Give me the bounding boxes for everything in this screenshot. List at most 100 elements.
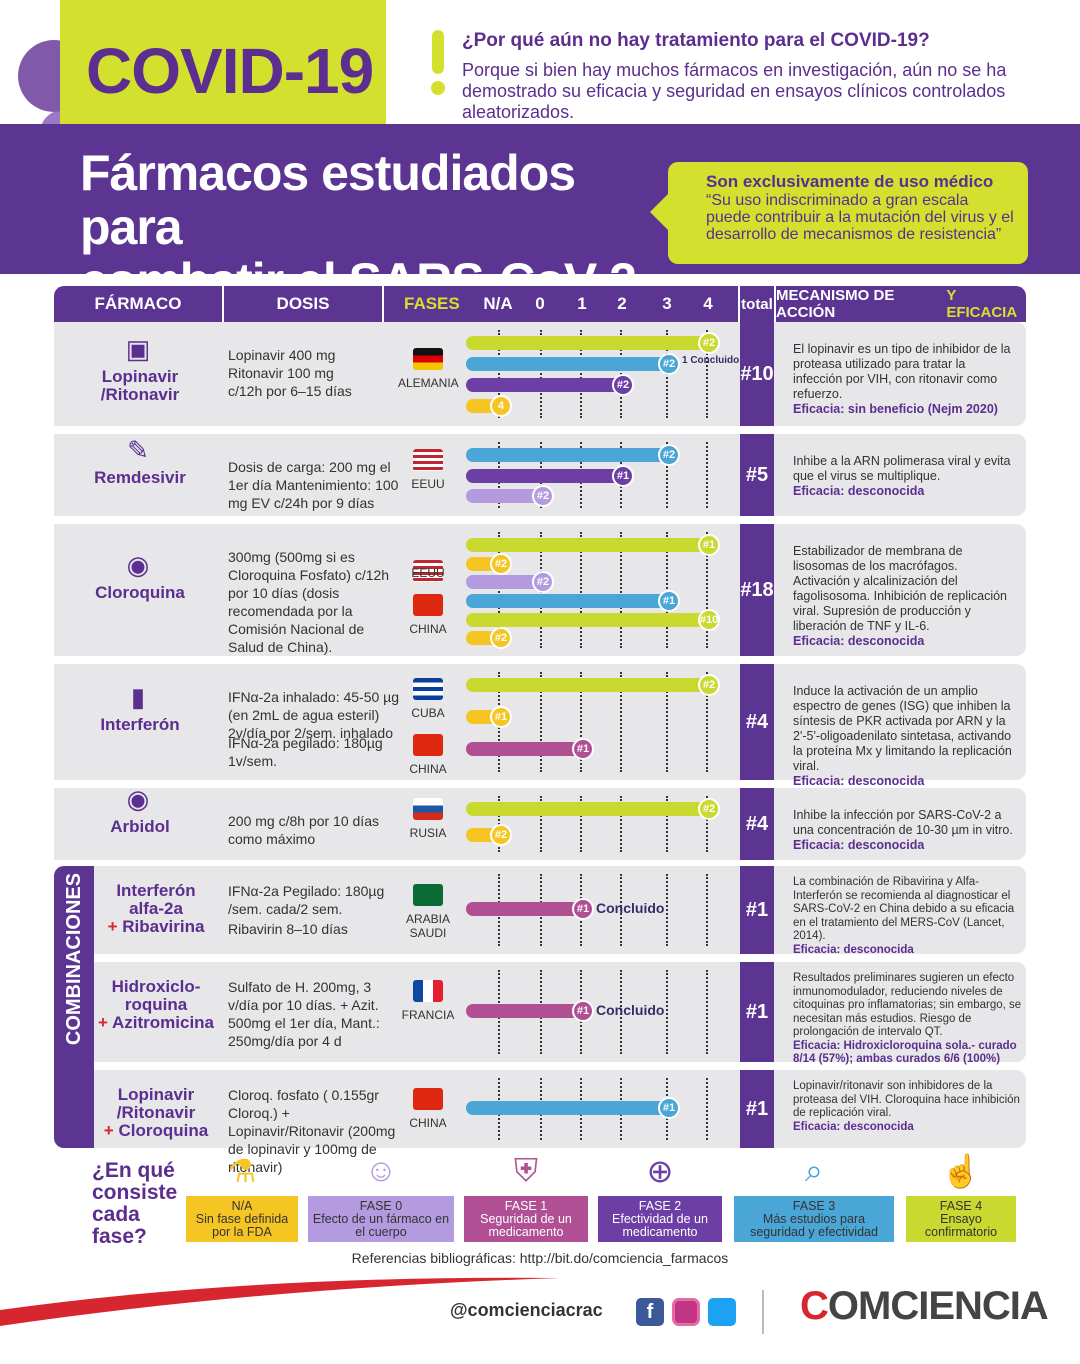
social-handle[interactable]: @comcienciacrac xyxy=(450,1300,603,1320)
flag-rusia-icon xyxy=(413,798,443,820)
combos.0.bar-note: Concluido xyxy=(596,900,665,916)
mechanism-text: Inhibe la infección por SARS-CoV-2 a una… xyxy=(793,808,1015,853)
phase-gridline xyxy=(498,532,500,648)
mechanism-text: Estabilizador de membrana de lisosomas d… xyxy=(793,544,1015,649)
warning-title: Son exclusivamente de uso médico xyxy=(706,172,994,191)
phase-gridline xyxy=(620,970,622,1054)
instagram-icon[interactable] xyxy=(672,1298,700,1326)
legend-phase-desc: Efecto de un fármaco en el cuerpo xyxy=(312,1211,450,1239)
question-heading: ¿Por qué aún no hay tratamiento para el … xyxy=(462,30,930,51)
inhaler-icon: ▮ xyxy=(130,682,146,712)
brand-logo-c: C xyxy=(800,1284,829,1328)
header-phases-label: FASES xyxy=(404,294,460,313)
combos.0.bar-badge: #1 xyxy=(572,898,594,920)
efficacy-text: Eficacia: desconocida xyxy=(793,634,925,648)
row-total: #10 xyxy=(740,322,774,426)
phase-gridline xyxy=(540,796,542,852)
mechanism-desc: Induce la activación de un amplio espect… xyxy=(793,684,1012,773)
header-efficacy-label: Y EFICACIA xyxy=(946,287,1018,321)
rows.4.bars.0-badge: #2 xyxy=(698,798,720,820)
rows.0.bars.0-bar xyxy=(466,336,712,350)
combo-drug-3-label: Cloroquina xyxy=(118,1121,209,1140)
header-total: total xyxy=(740,286,774,322)
warning-callout: Son exclusivamente de uso médico “Su uso… xyxy=(668,162,1028,264)
brand-logo-text: OMCIENCIA xyxy=(827,1284,1049,1328)
mechanism-text: Resultados preliminares sugieren un efec… xyxy=(793,972,1023,1067)
phase-gridline xyxy=(706,874,708,946)
dose-text: Lopinavir 400 mg Ritonavir 100 mg c/12h … xyxy=(228,347,352,399)
rows.2.bars.4-badge: #10 xyxy=(698,608,720,631)
flag-eeuu-icon xyxy=(413,449,443,471)
dose-text: 200 mg c/8h por 10 días como máximo xyxy=(228,813,379,847)
twitter-icon[interactable] xyxy=(708,1298,736,1326)
row-total: #4 xyxy=(740,788,774,860)
country-label: RUSIA xyxy=(409,826,447,840)
country-label: FRANCIA xyxy=(401,1008,455,1022)
efficacy-text: Eficacia: desconocida xyxy=(793,484,925,498)
flag-china-icon xyxy=(413,594,443,616)
rows.2.bars.1-badge: #2 xyxy=(490,552,512,575)
phase-gridline xyxy=(580,532,582,648)
rows.0.bars.1-badge: #2 xyxy=(658,353,680,375)
header-phase-na: N/A xyxy=(483,294,513,313)
facebook-icon[interactable]: f xyxy=(636,1298,664,1326)
combos.2.bar-bar xyxy=(466,1101,672,1115)
dose-text-2: Ribavirin 8–10 días xyxy=(228,921,348,937)
rows.3.bars.0-bar xyxy=(466,678,712,692)
rows.3.bars.0-badge: #2 xyxy=(698,674,720,696)
drug-name: Remdesivir xyxy=(94,468,186,487)
combo-drug-2: /Ritonavir xyxy=(116,1103,196,1122)
plus-sign: + xyxy=(103,1121,114,1140)
rows.0.bars.2-bar xyxy=(466,378,626,392)
flag-china-icon xyxy=(413,734,443,756)
mechanism-desc: Lopinavir/ritonavir son inhibidores de l… xyxy=(793,1080,1020,1119)
warning-callout-arrow xyxy=(650,190,672,234)
combos.1.bar-badge: #1 xyxy=(572,1000,594,1022)
flag-cuba-icon xyxy=(413,678,443,700)
country-label: CHINA xyxy=(409,1116,447,1130)
rows.2.bars.2-bar xyxy=(466,575,546,590)
red-swoosh xyxy=(0,1277,560,1326)
legend-phase-title: FASE 2 xyxy=(638,1198,682,1213)
phase-gridline xyxy=(620,672,622,772)
dose-text: IFNα-2a inhalado: 45-50 µg (en 2mL de ag… xyxy=(228,689,400,741)
header-dose: DOSIS xyxy=(224,286,382,322)
legend-phase-desc: Efectividad de un medicamento xyxy=(612,1211,708,1239)
phase-gridline xyxy=(620,532,622,648)
combo-drug-3-label: Azitromicina xyxy=(112,1013,215,1032)
phase-gridline xyxy=(666,874,668,946)
mechanism-text: Induce la activación de un amplio espect… xyxy=(793,684,1015,789)
rows.4.bars.0-bar xyxy=(466,802,712,816)
phase-gridline xyxy=(706,330,708,418)
efficacy-text: Eficacia: desconocida xyxy=(793,943,914,956)
header-phase-2: 2 xyxy=(617,294,627,313)
legend-item: FASE 1 Seguridad de un medicamento xyxy=(464,1196,588,1242)
dose-text: Dosis de carga: 200 mg el 1er día Manten… xyxy=(228,459,399,511)
phase-gridline xyxy=(666,796,668,852)
drug-name: Interferón xyxy=(100,715,180,734)
legend-phase-desc: Seguridad de un medicamento xyxy=(480,1211,572,1239)
microscope-icon: ⚗ xyxy=(227,1153,257,1189)
country-label: ALEMANIA xyxy=(398,376,459,390)
combos-label: COMBINACIONES xyxy=(62,872,85,1046)
dose-text: Cloroq. fosfato ( 0.155gr Cloroq.) + Lop… xyxy=(228,1087,396,1175)
header-phase-0: 0 xyxy=(535,294,545,313)
combo-drug-2: roquina xyxy=(124,995,188,1014)
header-phase-3: 3 xyxy=(662,294,672,313)
capsule-icon: ◉ xyxy=(126,784,150,814)
legend-phase-desc: Sin fase definida por la FDA xyxy=(195,1211,289,1239)
header-phases: FASES xyxy=(384,286,738,322)
title-line-1: Fármacos estudiados para xyxy=(80,145,576,255)
rows.2.bars.2-badge: #2 xyxy=(532,571,554,594)
legend-item: FASE 2 Efectividad de un medicamento xyxy=(598,1196,722,1242)
syringe-icon: ✎ xyxy=(127,435,149,465)
mechanism-desc: Estabilizador de membrana de lisosomas d… xyxy=(793,544,1008,633)
rows.2.bars.0-badge: #1 xyxy=(698,534,720,556)
country-label: EEUU xyxy=(411,477,445,491)
mechanism-desc: La combinación de Ribavirina y Alfa-Inte… xyxy=(793,876,1015,942)
rows.1.bars.1-bar xyxy=(466,468,626,483)
legend-item: N/A Sin fase definida por la FDA xyxy=(186,1196,298,1242)
rows.1.bars.2-bar xyxy=(466,489,546,504)
efficacy-text: Eficacia: desconocida xyxy=(793,774,925,788)
mechanism-desc: Inhibe la infección por SARS-CoV-2 a una… xyxy=(793,808,1013,837)
